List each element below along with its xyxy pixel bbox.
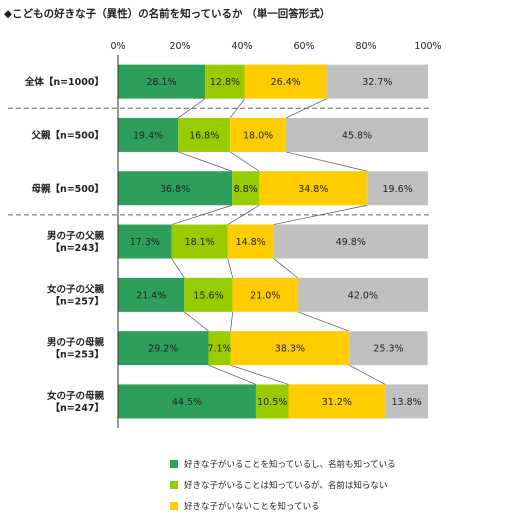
bar-segment	[297, 277, 428, 312]
category-label: 【n=253】	[50, 349, 104, 361]
bar-segment	[118, 171, 233, 206]
legend-item-know-none: 好きな子がいないことを知っている	[170, 500, 396, 512]
category-label: 【n=243】	[50, 242, 104, 254]
x-tick-label: 60%	[293, 41, 314, 52]
data-label: 17.3%	[130, 237, 160, 248]
bar-segment	[326, 64, 428, 99]
connector-line	[208, 364, 257, 385]
data-label: 29.2%	[148, 344, 178, 355]
data-label: 38.3%	[275, 344, 305, 355]
data-label: 10.5%	[257, 397, 287, 408]
legend: 好きな子がいることを知っているし、名前も知っている 好きな子がいることは知ってい…	[170, 458, 396, 521]
category-label: 女の子の母親	[47, 390, 105, 402]
data-label: 26.4%	[271, 77, 301, 88]
legend-label: 好きな子がいることは知っているが、名前は知らない	[184, 480, 388, 491]
data-label: 45.8%	[342, 130, 372, 141]
data-label: 34.8%	[298, 184, 328, 195]
connector-line	[177, 98, 206, 119]
bar-segment	[118, 64, 206, 99]
category-label: 男の子の父親	[47, 230, 105, 242]
bar-segment	[244, 64, 327, 99]
data-label: 14.8%	[236, 237, 266, 248]
connector-line	[273, 258, 299, 279]
x-tick-label: 20%	[169, 41, 190, 52]
bar-segment	[171, 224, 228, 259]
connector-line	[184, 311, 209, 332]
bar-segment	[118, 331, 209, 366]
bar-segment	[184, 277, 233, 312]
data-label: 42.0%	[348, 290, 378, 301]
bar-segment	[273, 224, 428, 259]
data-label: 31.2%	[322, 397, 352, 408]
data-label: 18.0%	[243, 130, 273, 141]
bar-segment	[208, 331, 231, 366]
bar-segment	[230, 117, 287, 152]
data-label: 49.8%	[336, 237, 366, 248]
category-label: 母親【n=500】	[31, 183, 104, 195]
bar-segment	[259, 171, 368, 206]
connector-line	[230, 311, 234, 332]
data-label: 13.8%	[392, 397, 422, 408]
x-tick-label: 100%	[414, 41, 441, 52]
data-label: 21.0%	[250, 290, 280, 301]
category-label: 【n=247】	[50, 402, 104, 414]
bar-segment	[232, 171, 260, 206]
connector-line	[230, 151, 260, 172]
x-tick-label: 80%	[355, 41, 376, 52]
bar-segment	[255, 384, 289, 419]
bar-segment	[178, 117, 231, 152]
category-label: 【n=257】	[50, 295, 104, 307]
bar-segment	[118, 117, 179, 152]
data-label: 19.4%	[133, 130, 163, 141]
bar-segment	[205, 64, 245, 99]
legend-swatch-lime	[170, 480, 178, 489]
x-tick-label: 40%	[231, 41, 252, 52]
data-label: 36.8%	[160, 184, 190, 195]
legend-label: 好きな子がいることを知っているし、名前も知っている	[184, 459, 396, 470]
legend-label: 好きな子がいないことを知っている	[184, 501, 320, 512]
bar-segment	[367, 171, 428, 206]
connector-line	[171, 258, 185, 279]
bar-segment	[288, 384, 386, 419]
connector-line	[227, 258, 234, 278]
connector-line	[178, 151, 233, 172]
data-label: 44.5%	[172, 397, 202, 408]
data-label: 16.8%	[189, 130, 219, 141]
chart-title: ◆こどもの好きな子（異性）の名前を知っているか （単一回答形式）	[4, 8, 331, 20]
bar-segment	[349, 331, 428, 366]
connector-line	[349, 364, 386, 385]
legend-item-know-name: 好きな子がいることを知っているし、名前も知っている	[170, 458, 396, 470]
data-label: 8.8%	[234, 184, 258, 195]
legend-swatch-yellow	[170, 501, 178, 510]
legend-item-know-exists: 好きな子がいることは知っているが、名前は知らない	[170, 479, 396, 491]
bar-segment	[118, 224, 172, 259]
bar-segment	[118, 277, 185, 312]
bar-segment	[286, 117, 428, 152]
connector-line	[285, 151, 368, 172]
category-label: 男の子の母親	[47, 337, 105, 349]
data-label: 21.4%	[136, 290, 166, 301]
data-label: 12.8%	[210, 77, 240, 88]
x-tick-label: 0%	[110, 41, 125, 52]
connector-line	[297, 311, 350, 332]
data-label: 25.3%	[373, 344, 403, 355]
bar-segment	[232, 277, 298, 312]
data-label: 7.1%	[207, 344, 231, 355]
data-label: 15.6%	[193, 290, 223, 301]
bar-segment	[385, 384, 428, 419]
category-label: 父親【n=500】	[30, 129, 104, 141]
category-label: 女の子の父親	[47, 283, 105, 295]
legend-swatch-green	[170, 459, 178, 468]
stacked-bar-chart: 0% 20% 40% 60% 80% 100% 28.1% 12.8% 26.4% 32.7% 全体…	[8, 41, 442, 429]
connector-line	[229, 98, 246, 119]
data-label: 32.7%	[362, 77, 392, 88]
bar-segment	[118, 384, 256, 419]
data-label: 18.1%	[185, 237, 215, 248]
data-label: 28.1%	[146, 77, 176, 88]
bar-segment	[230, 331, 350, 366]
bar-segment	[227, 224, 274, 259]
data-label: 19.6%	[383, 184, 413, 195]
category-label: 全体【n=1000】	[24, 76, 104, 88]
connector-line	[230, 364, 289, 385]
